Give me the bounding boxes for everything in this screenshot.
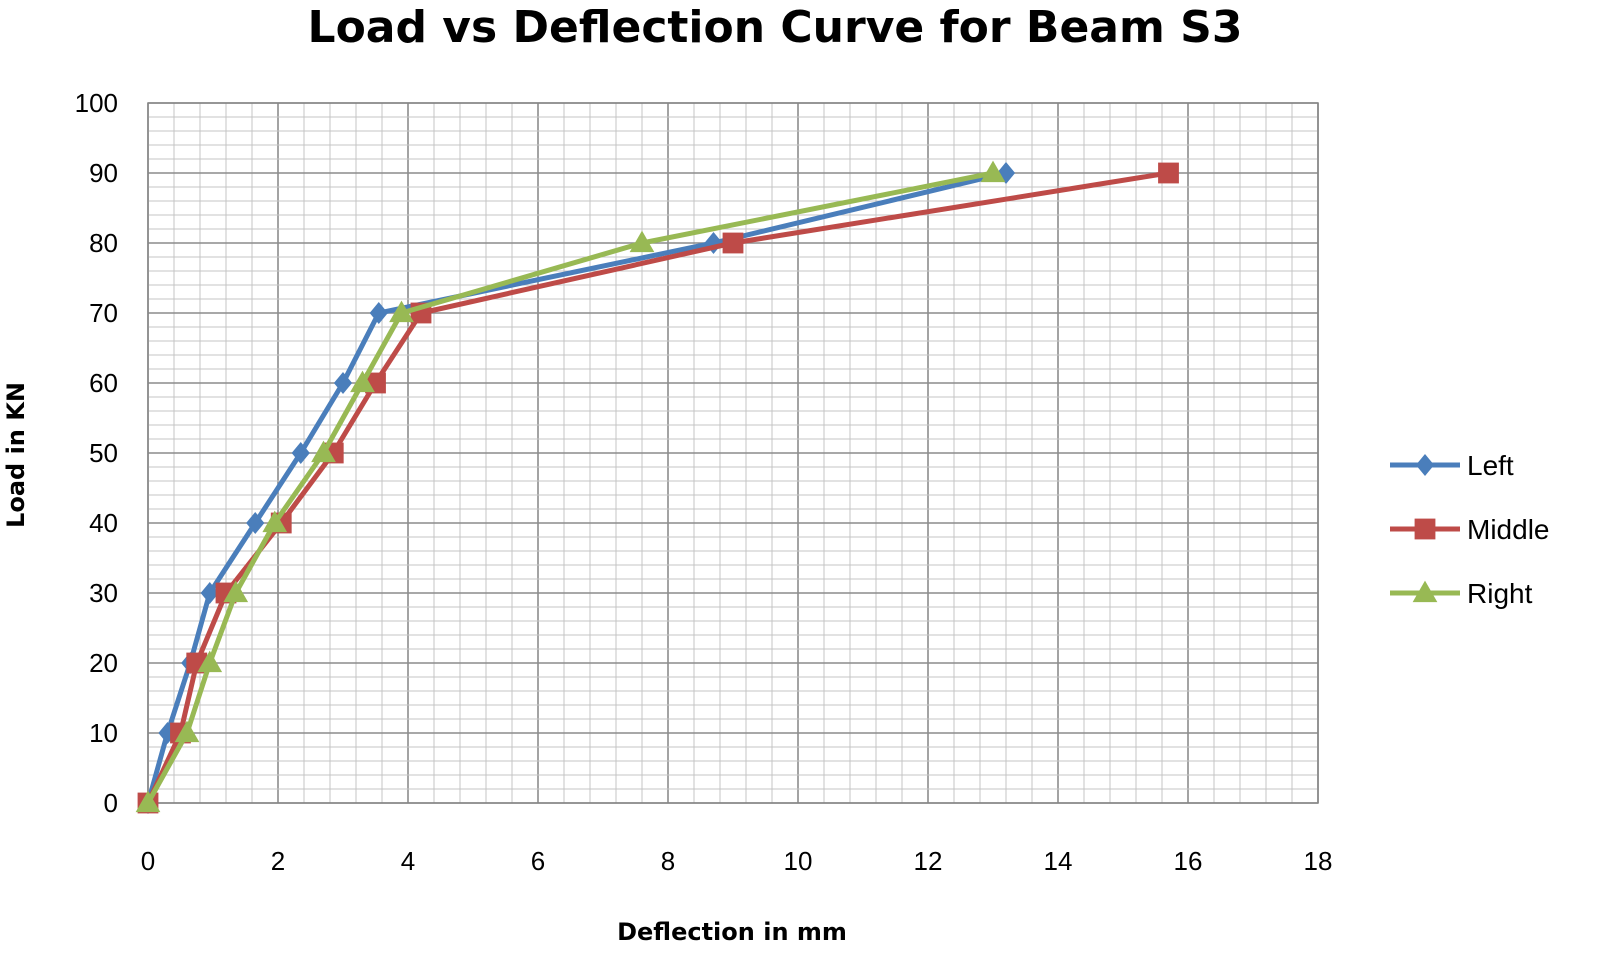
legend-item-left: Left: [1390, 450, 1514, 481]
x-tick-label: 4: [401, 846, 415, 876]
y-tick-label: 50: [89, 438, 118, 468]
data-point-left: [200, 581, 219, 605]
y-tick-label: 70: [89, 298, 118, 328]
data-point-middle: [722, 232, 744, 254]
y-tick-label: 40: [89, 508, 118, 538]
data-point-right: [629, 230, 655, 253]
x-tick-label: 16: [1174, 846, 1203, 876]
y-axis-label: Load in KN: [2, 382, 30, 528]
y-axis-ticks: 0 10 20 30 40 50 60 70 80 90 100: [75, 88, 118, 818]
y-tick-label: 80: [89, 228, 118, 258]
data-point-right: [135, 790, 161, 813]
x-tick-label: 12: [914, 846, 943, 876]
legend-marker-middle: [1414, 518, 1436, 540]
legend-label-right: Right: [1467, 578, 1533, 609]
data-point-right: [389, 300, 414, 323]
x-axis-label: Deflection in mm: [617, 918, 847, 946]
legend-item-middle: Middle: [1390, 514, 1549, 545]
y-tick-label: 30: [89, 578, 118, 608]
data-point-right: [262, 510, 288, 533]
x-tick-label: 18: [1304, 846, 1333, 876]
legend-label-left: Left: [1467, 450, 1514, 481]
data-point-left: [158, 721, 177, 745]
chart-title: Load vs Deflection Curve for Beam S3: [308, 2, 1243, 53]
legend: Left Middle Right: [1390, 450, 1549, 609]
y-tick-label: 60: [89, 368, 118, 398]
x-tick-label: 0: [141, 846, 155, 876]
series-line-right: [145, 170, 994, 805]
series-right: [135, 160, 1006, 813]
y-tick-label: 10: [89, 718, 118, 748]
x-tick-label: 6: [531, 846, 545, 876]
data-point-left: [369, 301, 388, 325]
y-tick-label: 100: [75, 88, 118, 118]
y-tick-label: 0: [104, 788, 118, 818]
plot-area: [147, 102, 1319, 804]
y-tick-label: 20: [89, 648, 118, 678]
x-tick-label: 10: [784, 846, 813, 876]
data-point-left: [333, 371, 353, 395]
x-axis-ticks: 0 2 4 6 8 10 12 14 16 18: [141, 846, 1333, 876]
data-point-left: [291, 441, 310, 465]
data-point-right: [223, 580, 249, 603]
y-tick-label: 90: [89, 158, 118, 188]
data-point-right: [980, 160, 1006, 183]
data-point-right: [311, 440, 336, 463]
data-point-right: [197, 650, 223, 673]
legend-marker-right: [1412, 580, 1438, 603]
series-layer: [135, 160, 1179, 815]
legend-marker-left: [1415, 453, 1435, 477]
series-line-middle: [145, 170, 1169, 805]
legend-item-right: Right: [1390, 578, 1533, 609]
data-point-right: [174, 720, 200, 743]
x-tick-label: 2: [271, 846, 285, 876]
data-point-left: [246, 511, 265, 535]
series-middle: [137, 162, 1179, 814]
data-point-middle: [1158, 162, 1179, 184]
legend-label-middle: Middle: [1467, 514, 1549, 545]
series-line-left: [145, 170, 1007, 804]
data-point-right: [350, 370, 375, 393]
x-tick-label: 8: [661, 846, 675, 876]
x-tick-label: 14: [1044, 846, 1073, 876]
